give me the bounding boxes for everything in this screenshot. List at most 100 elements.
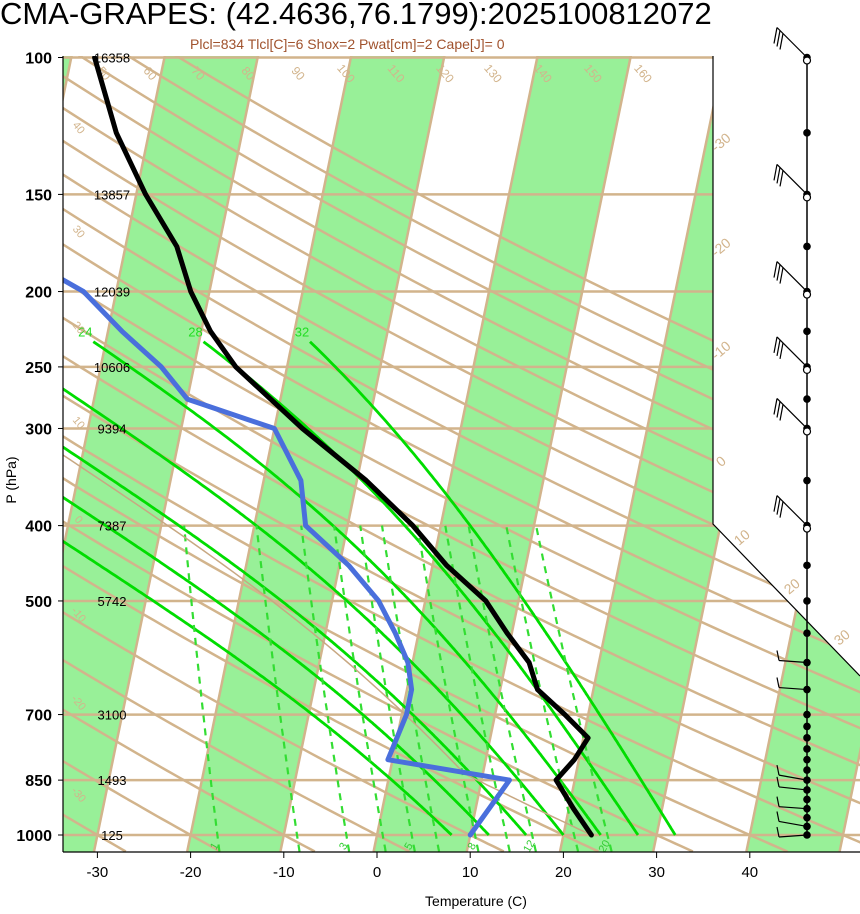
wind-level-dot bbox=[803, 561, 811, 570]
x-axis-label: Temperature (C) bbox=[425, 893, 527, 909]
wind-barb-flag bbox=[779, 267, 784, 284]
wind-barb-flag bbox=[779, 342, 784, 360]
dry-adiabat-label: 90 bbox=[288, 64, 308, 83]
mixing-ratio-label: 8 bbox=[466, 841, 479, 852]
height-label: 12039 bbox=[94, 285, 130, 300]
mixing-ratio-line bbox=[535, 525, 613, 852]
x-tick-label: 40 bbox=[741, 864, 758, 881]
pressure-tick-label: 300 bbox=[25, 421, 52, 438]
x-tick-label: -10 bbox=[273, 864, 295, 881]
mixing-ratio-line bbox=[359, 525, 416, 852]
pressure-tick-label: 150 bbox=[25, 187, 52, 204]
pressure-tick-label: 500 bbox=[25, 594, 52, 611]
x-tick-label: 20 bbox=[555, 864, 572, 881]
dry-adiabat-line bbox=[63, 56, 410, 852]
wind-barb-flag bbox=[773, 398, 778, 415]
isotherm-label: 20 bbox=[781, 575, 803, 597]
mixing-ratio-label: 3 bbox=[337, 841, 350, 852]
wind-level-dot bbox=[803, 734, 811, 742]
pressure-tick-label: 100 bbox=[25, 51, 52, 68]
pressure-tick-label: 850 bbox=[25, 773, 52, 790]
wind-level-dot bbox=[803, 242, 811, 251]
wind-calm-circle bbox=[802, 365, 812, 374]
mixing-ratio-line bbox=[444, 525, 511, 852]
wind-barb-flag bbox=[779, 501, 784, 518]
x-tick-label: 0 bbox=[373, 864, 381, 881]
moist-adiabat-line bbox=[63, 340, 453, 836]
height-label: 9394 bbox=[98, 421, 127, 436]
height-label: 1493 bbox=[98, 773, 127, 788]
isotherm-line bbox=[465, 56, 640, 852]
wind-barb-flag bbox=[773, 336, 778, 354]
height-label: 125 bbox=[101, 828, 123, 843]
frame-right-edge bbox=[712, 56, 860, 677]
isotherm-band bbox=[187, 56, 452, 852]
wind-level-dot bbox=[803, 710, 811, 719]
wind-barb-staff bbox=[778, 686, 808, 691]
mixing-ratio-line bbox=[333, 525, 387, 852]
chart-subtitle: Plcl=834 Tlcl[C]=6 Shox=2 Pwat[cm]=2 Cap… bbox=[190, 36, 505, 52]
wind-barb-staff bbox=[776, 27, 808, 58]
wind-calm-circle bbox=[802, 524, 812, 533]
isotherm-band bbox=[373, 56, 638, 852]
wind-barb-staff bbox=[778, 786, 808, 791]
mixing-ratio-label: 1 bbox=[208, 841, 221, 852]
isotherm-label: 30 bbox=[831, 626, 853, 648]
moist-adiabat-label: 24 bbox=[78, 325, 92, 340]
wind-barb-flag bbox=[773, 27, 778, 44]
dry-adiabat-label: 60 bbox=[140, 64, 160, 83]
wind-barb-flag bbox=[773, 164, 778, 181]
moist-adiabat-line bbox=[63, 340, 490, 836]
moist-adiabat-line bbox=[202, 340, 640, 836]
wind-barb-flag bbox=[776, 776, 780, 788]
wind-barb-flag bbox=[776, 796, 780, 807]
wind-barb-flag bbox=[773, 261, 778, 278]
dry-adiabat-line bbox=[63, 56, 221, 852]
chart-title: CMA-GRAPES: (42.4636,76.1799):2025100812… bbox=[0, 0, 712, 31]
wind-level-dot bbox=[803, 395, 811, 403]
dry-adiabat-line bbox=[63, 56, 860, 852]
moist-adiabat-label: 28 bbox=[188, 325, 202, 340]
wind-barb-staff bbox=[778, 659, 808, 664]
moist-adiabat-line bbox=[309, 340, 677, 836]
wind-level-dot bbox=[803, 629, 811, 637]
height-label: 5742 bbox=[98, 594, 127, 609]
wind-barb-staff bbox=[778, 774, 808, 781]
wind-level-dot bbox=[803, 476, 811, 485]
wind-barb-flag bbox=[776, 264, 781, 281]
wind-level-dot bbox=[803, 722, 811, 731]
plot-area: 8121620242832135812205060708090100110120… bbox=[63, 56, 860, 852]
temperature-line bbox=[92, 56, 594, 838]
wind-calm-circle bbox=[802, 290, 812, 299]
wind-barb-flag bbox=[776, 30, 781, 47]
pressure-tick-label: 1000 bbox=[16, 828, 52, 845]
wind-barb-flag bbox=[779, 404, 784, 421]
wind-level-dot bbox=[803, 129, 811, 137]
wind-level-dot bbox=[803, 813, 811, 822]
wind-barb-staff bbox=[776, 495, 808, 527]
x-tick-label: -30 bbox=[87, 864, 109, 881]
wind-level-dot bbox=[803, 755, 811, 764]
dry-adiabat-line bbox=[63, 56, 505, 852]
moist-adiabat-line bbox=[63, 340, 565, 836]
wind-calm-circle bbox=[802, 56, 812, 65]
dewpoint-line bbox=[63, 56, 512, 838]
mixing-ratio-line bbox=[255, 525, 301, 852]
isotherm-line bbox=[185, 56, 360, 852]
pressure-tick-label: 400 bbox=[25, 519, 52, 536]
isotherm-line bbox=[372, 56, 546, 852]
isotherm-line bbox=[92, 56, 267, 852]
dry-adiabat-label: 30 bbox=[70, 224, 87, 241]
wind-barb-staff bbox=[778, 820, 808, 828]
parcel-path-line bbox=[63, 352, 592, 836]
wind-barb-flag bbox=[776, 826, 780, 838]
wind-barb-flag bbox=[776, 339, 781, 357]
wind-level-dot bbox=[803, 795, 811, 804]
wind-barb-staff bbox=[778, 806, 808, 810]
x-tick-label: -20 bbox=[180, 864, 202, 881]
wind-level-dot bbox=[803, 597, 811, 605]
height-label: 7387 bbox=[98, 519, 127, 534]
x-tick-label: 10 bbox=[462, 864, 479, 881]
